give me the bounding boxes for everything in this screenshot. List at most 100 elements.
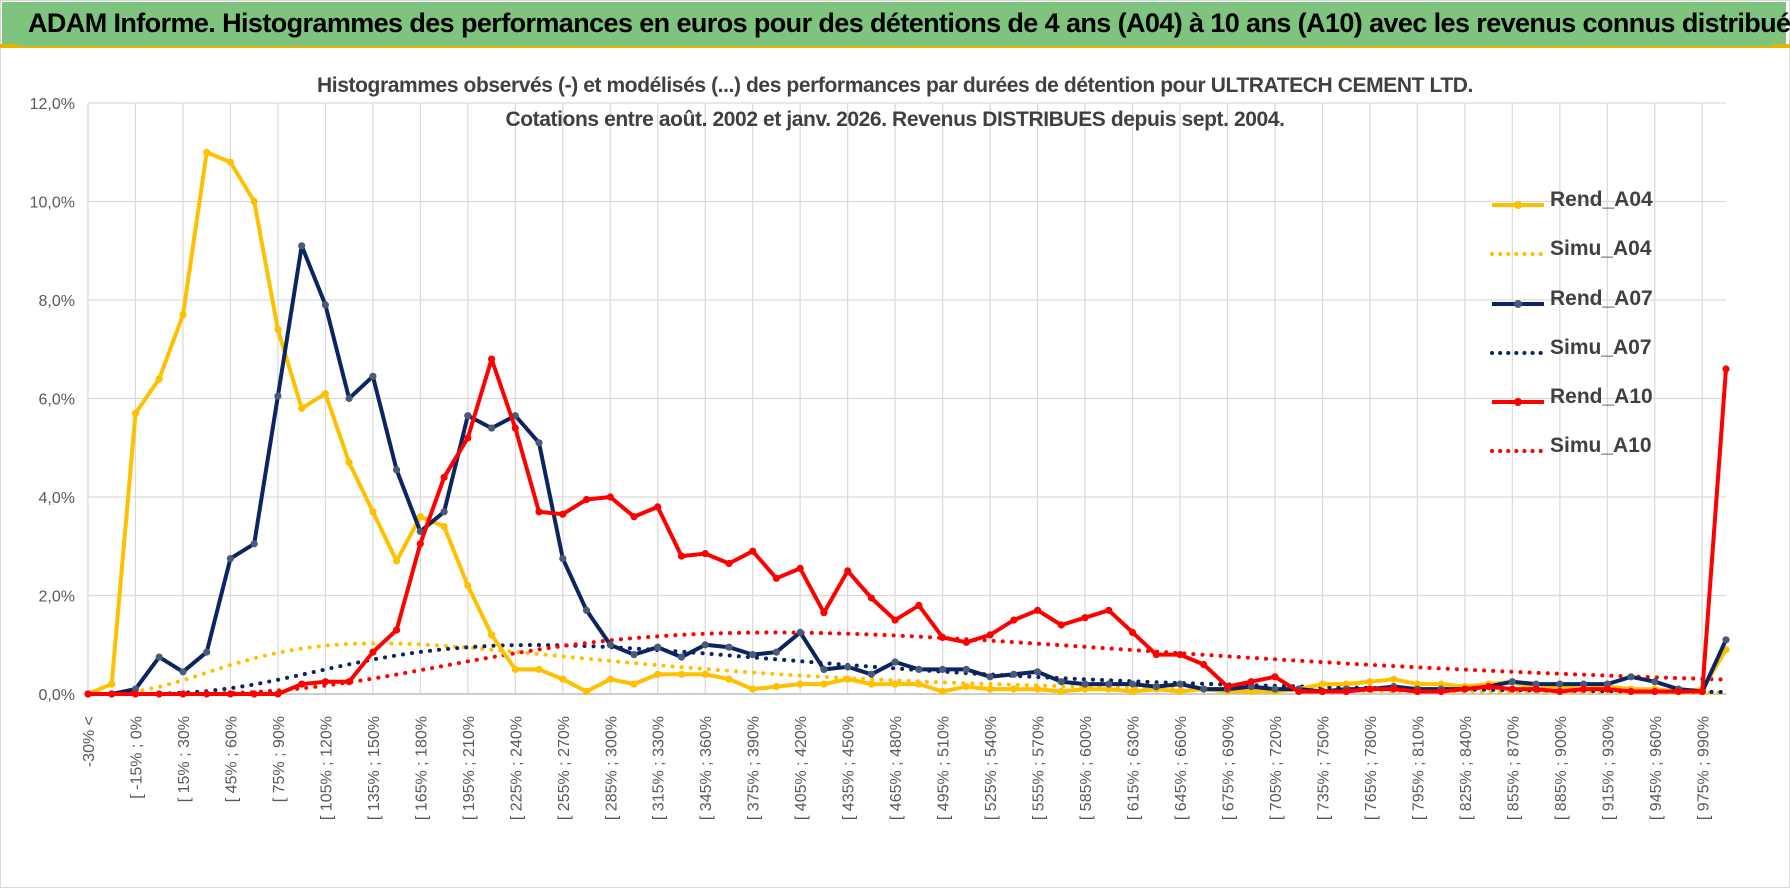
data-point-rend-a04 [274,325,282,334]
x-tick-label: [ 45% ; 60% [223,716,240,802]
data-point-rend-a04 [820,680,828,688]
data-point-rend-a07 [630,651,638,659]
data-point-rend-a10 [250,690,258,698]
data-point-rend-a07 [867,670,876,678]
data-point-rend-a04 [559,675,567,683]
data-point-rend-a07 [535,439,543,447]
data-point-rend-a04 [321,390,329,398]
data-point-rend-a10 [155,690,163,698]
data-point-rend-a10 [535,508,543,516]
data-point-rend-a04 [1081,685,1089,693]
x-tick-label: [ 255% ; 270% [556,716,573,820]
x-tick-label: [ 825% ; 840% [1458,716,1475,820]
data-point-rend-a10 [393,626,401,634]
data-point-rend-a07 [488,424,496,432]
x-tick-label: [ 405% ; 420% [793,716,810,820]
data-point-rend-a10 [677,552,686,560]
data-point-rend-a10 [725,559,733,568]
report-banner: ADAM Informe. Histogrammes des performan… [2,2,1790,48]
x-tick-label: [ 705% ; 720% [1268,716,1285,820]
data-point-rend-a07 [1200,685,1208,693]
data-point-rend-a07 [1128,680,1137,688]
data-point-rend-a04 [772,683,781,691]
data-point-rend-a10 [108,690,116,698]
legend-item-simu-a07: Simu_A07 [1490,326,1680,375]
x-tick-label: [ 525% ; 540% [983,716,1000,820]
data-point-rend-a07 [915,665,923,674]
data-point-rend-a07 [274,392,282,400]
data-point-rend-a10 [440,473,448,481]
data-point-rend-a04 [155,375,163,383]
data-point-rend-a04 [915,680,923,688]
data-point-rend-a10 [1627,687,1635,696]
data-point-rend-a07 [677,653,686,661]
data-point-rend-a10 [488,355,496,363]
data-point-rend-a04 [108,680,116,688]
data-point-rend-a10 [1413,687,1421,696]
data-point-rend-a10 [1128,628,1137,637]
chart-legend: Rend_A04 Simu_A04 Rend_A07 Simu_A07 Rend… [1490,178,1680,474]
data-point-rend-a10 [772,574,781,582]
data-point-rend-a10 [630,513,638,521]
data-point-rend-a04 [440,522,448,531]
chart-title-line1: Histogrammes observés (-) et modélisés (… [317,74,1473,97]
data-point-rend-a04 [606,675,614,683]
data-point-rend-a07 [1081,680,1089,688]
data-point-rend-a07 [1152,683,1160,691]
data-point-rend-a10 [559,510,567,518]
data-point-rend-a10 [1057,621,1065,629]
data-point-rend-a04 [725,675,733,683]
data-point-rend-a10 [820,609,828,617]
x-tick-label: [ 585% ; 600% [1078,716,1095,820]
data-point-rend-a04 [488,631,496,639]
y-tick-label: 2,0% [39,589,75,606]
data-point-rend-a07 [1508,678,1516,686]
data-point-rend-a04 [464,582,472,590]
data-point-rend-a10 [1034,606,1042,614]
data-point-rend-a04 [131,409,140,417]
data-point-rend-a07 [1176,680,1184,688]
data-point-rend-a10 [1295,687,1303,696]
legend-label: Simu_A07 [1550,335,1652,359]
data-point-rend-a07 [725,643,733,651]
legend-label: Simu_A10 [1550,434,1652,458]
data-point-rend-a10 [1722,365,1730,373]
data-point-rend-a04 [1034,685,1042,693]
x-tick-label: [ 435% ; 450% [841,716,858,820]
data-point-rend-a10 [369,648,377,656]
x-tick-label: [ 615% ; 630% [1126,716,1143,820]
data-point-rend-a04 [1128,687,1137,696]
legend-swatch-rend-a04 [1492,201,1544,209]
series-line-simu-a10 [86,630,1728,696]
data-point-rend-a04 [298,404,306,412]
data-point-rend-a07 [155,653,163,661]
data-point-rend-a10 [867,594,876,602]
x-tick-label: [ 645% ; 660% [1173,716,1190,820]
data-point-rend-a07 [701,641,709,649]
data-point-rend-a07 [203,648,211,656]
legend-item-simu-a10: Simu_A10 [1490,424,1680,473]
data-point-rend-a04 [1366,678,1374,686]
data-point-rend-a04 [226,158,234,166]
data-point-rend-a07 [891,658,899,666]
data-point-rend-a07 [844,663,852,671]
data-point-rend-a10 [1366,685,1374,693]
data-point-rend-a10 [1318,687,1326,696]
data-point-rend-a07 [440,508,448,516]
legend-item-rend-a07: Rend_A07 [1490,277,1680,326]
x-tick-label: [ 465% ; 480% [888,716,905,820]
data-point-rend-a10 [1010,616,1018,624]
data-point-rend-a04 [582,687,591,696]
data-point-rend-a07 [939,665,947,674]
data-point-rend-a04 [250,197,258,206]
data-point-rend-a10 [179,690,187,698]
x-tick-label: [ 945% ; 960% [1648,716,1665,820]
data-point-rend-a04 [891,680,899,688]
data-point-rend-a04 [654,670,662,678]
data-point-rend-a10 [891,616,899,624]
data-point-rend-a07 [1532,680,1540,688]
data-point-rend-a07 [298,242,306,250]
y-tick-label: 12,0% [30,96,75,113]
x-tick-label: [ 555% ; 570% [1031,716,1048,820]
x-tick-label: [ 375% ; 390% [746,716,763,820]
